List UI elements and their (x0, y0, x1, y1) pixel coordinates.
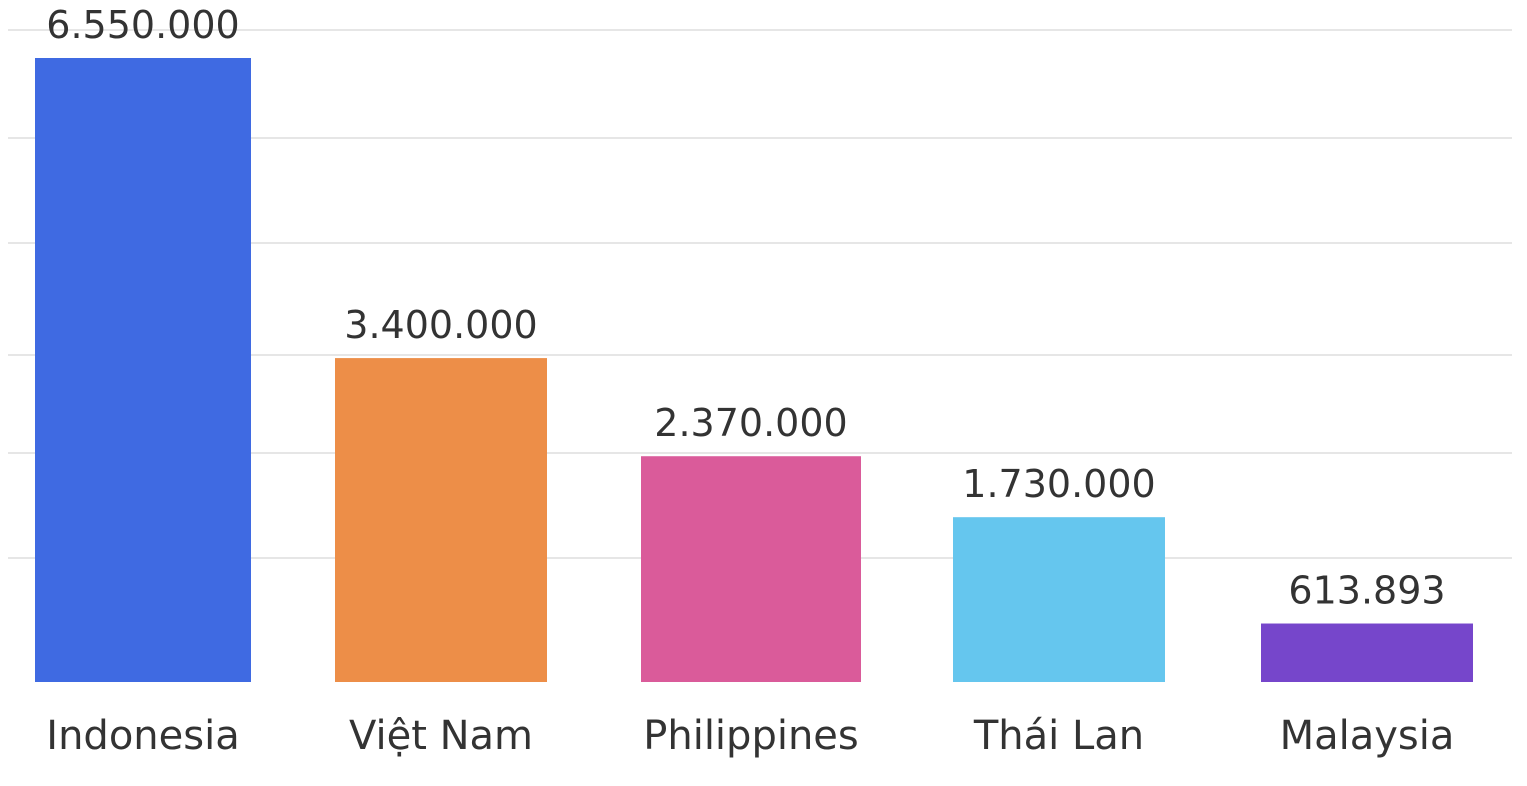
value-label-thai-lan: 1.730.000 (962, 462, 1155, 506)
bar-indonesia (35, 58, 251, 682)
category-label-indonesia: Indonesia (46, 713, 239, 759)
bar-malaysia (1261, 623, 1473, 682)
category-label-malaysia: Malaysia (1280, 713, 1455, 759)
value-label-malaysia: 613.893 (1288, 569, 1445, 613)
value-label-viet-nam: 3.400.000 (344, 303, 537, 347)
value-label-indonesia: 6.550.000 (46, 3, 239, 47)
value-labels: 6.550.000 3.400.000 2.370.000 1.730.000 613.… (46, 3, 1445, 613)
category-label-philippines: Philippines (643, 713, 859, 759)
bars (35, 58, 1473, 682)
bar-thai-lan (953, 517, 1165, 682)
category-labels: Indonesia Việt Nam Philippines Thái Lan Mala… (46, 713, 1454, 759)
category-label-thai-lan: Thái Lan (973, 713, 1144, 759)
category-label-viet-nam: Việt Nam (349, 713, 533, 759)
bar-philippines (641, 456, 861, 682)
value-label-philippines: 2.370.000 (654, 401, 847, 445)
bar-viet-nam (335, 358, 547, 682)
